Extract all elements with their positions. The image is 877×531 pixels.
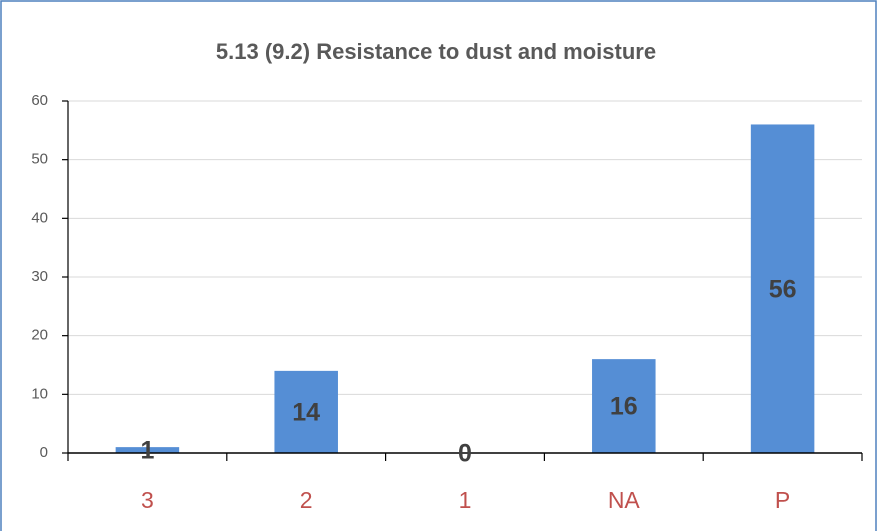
data-label: 56 bbox=[769, 275, 797, 303]
y-tick-label: 10 bbox=[31, 385, 48, 402]
x-tick-label: 2 bbox=[300, 487, 313, 513]
y-tick-label: 40 bbox=[31, 209, 48, 226]
x-tick-label: NA bbox=[608, 487, 641, 513]
bar bbox=[115, 447, 180, 453]
data-label: 1 bbox=[140, 437, 154, 465]
bar bbox=[592, 359, 656, 453]
data-label: 14 bbox=[292, 399, 320, 427]
y-tick-label: 0 bbox=[40, 444, 48, 461]
y-tick-label: 30 bbox=[31, 268, 48, 285]
bar bbox=[750, 124, 815, 453]
y-tick-label: 20 bbox=[31, 327, 48, 344]
x-tick-label: 1 bbox=[459, 487, 472, 513]
data-label: 0 bbox=[458, 440, 472, 468]
data-label: 16 bbox=[610, 393, 638, 421]
bar bbox=[274, 370, 338, 453]
y-tick-label: 60 bbox=[31, 92, 48, 109]
x-tick-label: P bbox=[775, 487, 790, 513]
x-tick-label: 3 bbox=[141, 487, 154, 513]
y-tick-label: 50 bbox=[31, 151, 48, 168]
chart-title: 5.13 (9.2) Resistance to dust and moistu… bbox=[216, 39, 656, 64]
